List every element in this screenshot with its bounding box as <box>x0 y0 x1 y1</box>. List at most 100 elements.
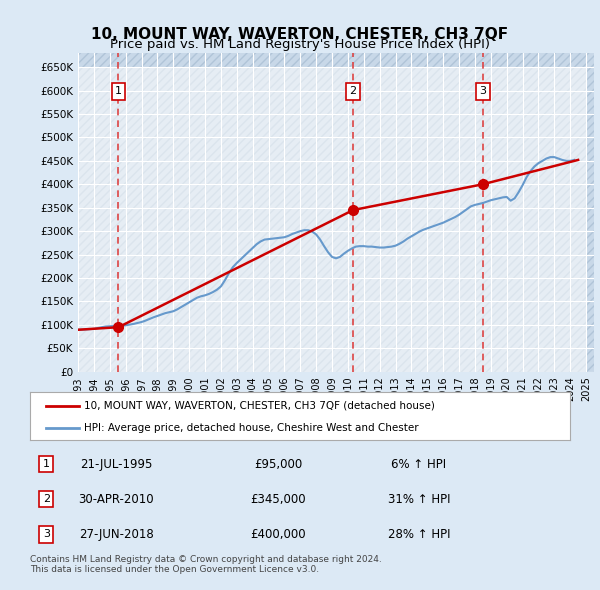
Bar <box>205 137 221 161</box>
Bar <box>221 278 237 301</box>
Bar <box>189 301 205 325</box>
Bar <box>125 325 142 348</box>
Bar <box>316 91 332 114</box>
Bar <box>125 91 142 114</box>
Bar <box>253 67 269 91</box>
Bar <box>316 301 332 325</box>
Bar <box>523 254 538 278</box>
Bar <box>94 161 110 184</box>
Bar <box>506 137 523 161</box>
Bar <box>506 325 523 348</box>
Bar <box>78 114 94 137</box>
Bar <box>459 114 475 137</box>
Bar <box>554 67 570 91</box>
Bar <box>300 208 316 231</box>
Bar <box>173 184 189 208</box>
Bar <box>427 231 443 254</box>
Bar <box>157 301 173 325</box>
Bar <box>284 67 300 91</box>
Bar <box>269 161 284 184</box>
Bar <box>189 161 205 184</box>
Bar <box>475 184 491 208</box>
Bar <box>205 278 221 301</box>
Bar <box>475 254 491 278</box>
Bar <box>300 348 316 372</box>
Bar <box>364 184 380 208</box>
Bar <box>253 208 269 231</box>
Bar <box>459 137 475 161</box>
Bar <box>221 114 237 137</box>
Bar <box>221 301 237 325</box>
Bar <box>94 325 110 348</box>
Bar <box>554 114 570 137</box>
Bar <box>237 325 253 348</box>
Bar <box>554 348 570 372</box>
Bar <box>538 161 554 184</box>
Bar <box>125 184 142 208</box>
Bar <box>443 301 459 325</box>
Bar <box>475 231 491 254</box>
Bar <box>110 91 125 114</box>
Bar <box>253 325 269 348</box>
Bar <box>269 348 284 372</box>
Bar <box>221 208 237 231</box>
Text: HPI: Average price, detached house, Cheshire West and Chester: HPI: Average price, detached house, Ches… <box>84 423 419 432</box>
Bar <box>332 161 348 184</box>
Bar <box>332 348 348 372</box>
Bar <box>332 325 348 348</box>
Bar <box>173 114 189 137</box>
Bar <box>443 114 459 137</box>
Bar <box>157 231 173 254</box>
Bar <box>332 208 348 231</box>
Bar <box>284 278 300 301</box>
Bar <box>157 114 173 137</box>
Bar <box>316 208 332 231</box>
Bar <box>491 137 506 161</box>
Bar <box>380 91 395 114</box>
Bar <box>491 91 506 114</box>
Bar <box>253 278 269 301</box>
Bar <box>538 208 554 231</box>
Bar <box>412 91 427 114</box>
Bar <box>475 348 491 372</box>
Bar <box>459 208 475 231</box>
Bar <box>78 301 94 325</box>
Bar <box>491 301 506 325</box>
Bar <box>110 325 125 348</box>
Bar <box>395 184 412 208</box>
Bar <box>110 208 125 231</box>
Bar <box>364 301 380 325</box>
Bar <box>491 348 506 372</box>
Bar <box>78 348 94 372</box>
Bar <box>491 114 506 137</box>
Bar <box>348 231 364 254</box>
Bar <box>554 301 570 325</box>
Text: 1: 1 <box>43 459 50 469</box>
Bar <box>142 301 157 325</box>
Bar <box>94 348 110 372</box>
Bar <box>189 137 205 161</box>
Bar <box>348 208 364 231</box>
Bar <box>443 231 459 254</box>
Bar <box>475 301 491 325</box>
Bar <box>125 231 142 254</box>
Bar <box>554 325 570 348</box>
Bar <box>395 161 412 184</box>
Bar <box>205 91 221 114</box>
Bar <box>380 184 395 208</box>
Bar <box>173 348 189 372</box>
Bar <box>94 114 110 137</box>
Bar <box>125 301 142 325</box>
Bar <box>125 208 142 231</box>
Bar <box>443 184 459 208</box>
Bar <box>395 114 412 137</box>
Bar <box>189 348 205 372</box>
Bar <box>538 184 554 208</box>
Bar <box>94 254 110 278</box>
Bar <box>110 137 125 161</box>
Bar <box>538 301 554 325</box>
Bar <box>221 348 237 372</box>
Bar <box>523 231 538 254</box>
Bar <box>189 67 205 91</box>
Bar <box>380 231 395 254</box>
